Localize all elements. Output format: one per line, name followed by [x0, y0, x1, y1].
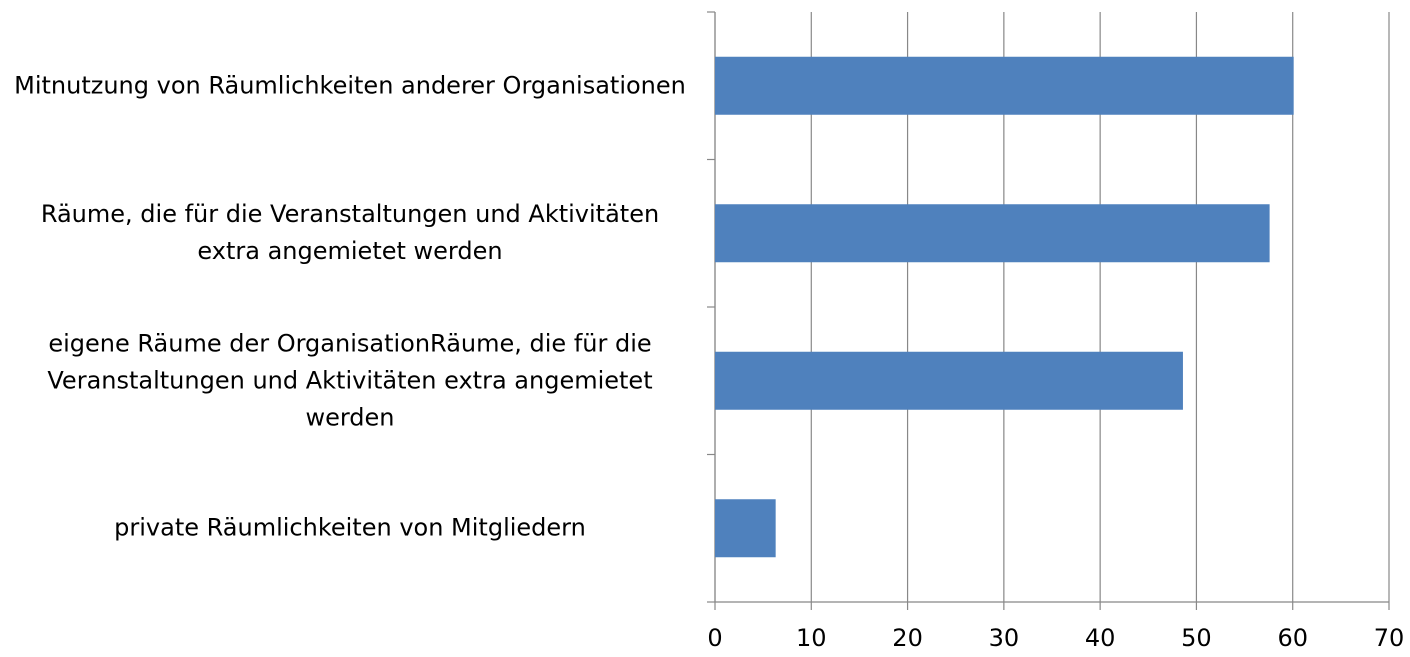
bar [715, 351, 1183, 410]
y-tick-label: Mitnutzung von Räumlichkeiten anderer Or… [14, 71, 686, 100]
bar [715, 499, 776, 558]
y-tick-label: eigene Räume der OrganisationRäume, die … [47, 329, 653, 432]
y-tick-label: Räume, die für die Veranstaltungen und A… [40, 200, 660, 266]
x-tick-label: 10 [796, 624, 827, 652]
x-tick-label: 40 [1085, 624, 1116, 652]
bar [715, 204, 1270, 263]
bar [715, 56, 1294, 115]
x-tick-label: 60 [1277, 624, 1308, 652]
x-tick-label: 50 [1181, 624, 1212, 652]
x-tick-label: 0 [707, 624, 722, 652]
x-tick-label: 30 [989, 624, 1020, 652]
x-tick-label: 70 [1374, 624, 1405, 652]
y-tick-label: private Räumlichkeiten von Mitgliedern [114, 513, 586, 542]
x-tick-label: 20 [892, 624, 923, 652]
